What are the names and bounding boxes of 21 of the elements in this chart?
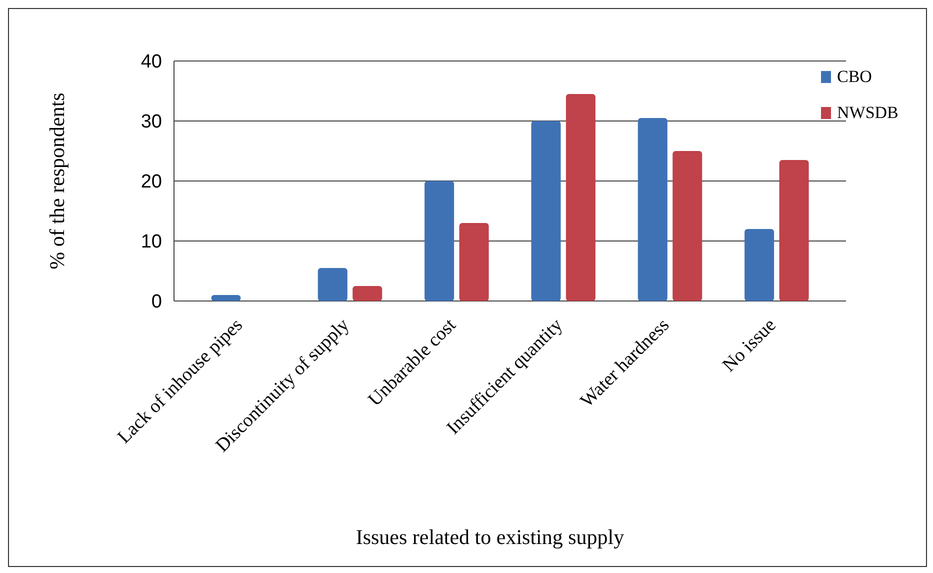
bar — [638, 118, 668, 301]
bar — [779, 160, 809, 301]
bar — [672, 151, 702, 301]
bar — [211, 295, 241, 301]
bar — [318, 268, 348, 301]
y-axis-title: % of the respondents — [45, 92, 69, 270]
bar — [459, 223, 489, 301]
y-tick-label: 10 — [140, 232, 162, 253]
bar — [424, 181, 454, 301]
y-tick-label: 0 — [151, 292, 162, 313]
x-tick-label: No issue — [718, 314, 780, 376]
legend-label: NWSDB — [837, 103, 898, 122]
legend-label: CBO — [837, 67, 872, 86]
y-tick-label: 40 — [140, 52, 162, 73]
y-tick-label: 30 — [140, 112, 162, 133]
bar — [352, 286, 382, 301]
y-tick-label: 20 — [140, 172, 162, 193]
bar — [566, 94, 596, 301]
bar — [744, 229, 774, 301]
x-axis-title: Issues related to existing supply — [356, 525, 625, 549]
bar — [531, 121, 561, 301]
